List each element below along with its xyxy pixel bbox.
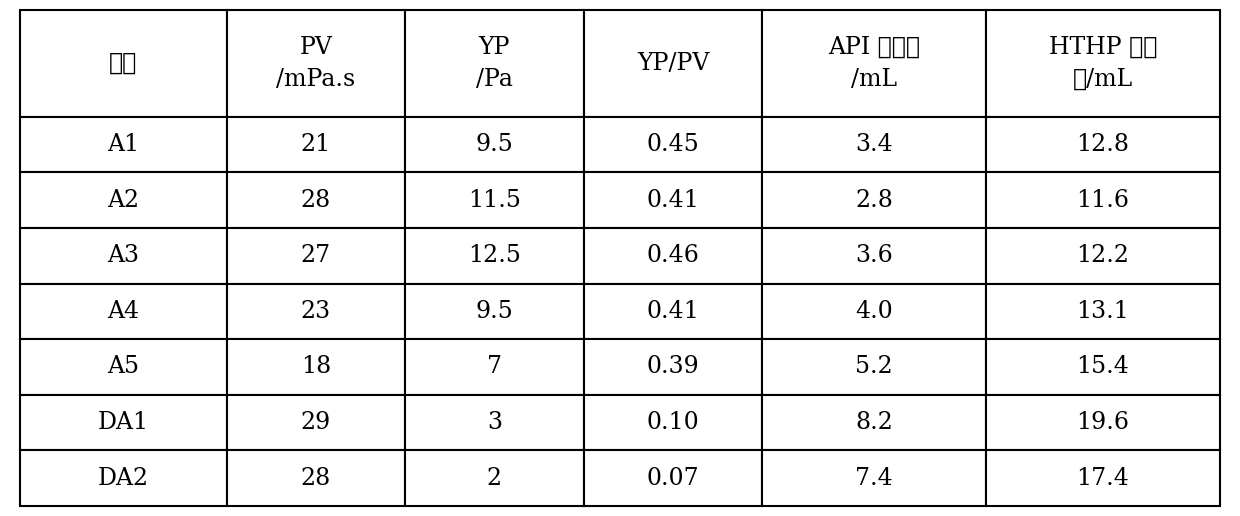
Bar: [20, 172, 227, 228]
Bar: [986, 395, 1220, 450]
Text: 3.6: 3.6: [856, 244, 893, 267]
Bar: [986, 172, 1220, 228]
Bar: [584, 10, 763, 117]
Bar: [763, 450, 986, 506]
Bar: [986, 228, 1220, 283]
Text: 19.6: 19.6: [1076, 411, 1130, 434]
Bar: [584, 450, 763, 506]
Bar: [763, 117, 986, 172]
Text: 21: 21: [300, 133, 331, 156]
Bar: [405, 339, 584, 395]
Text: 11.5: 11.5: [467, 188, 521, 212]
Text: 13.1: 13.1: [1076, 300, 1130, 323]
Text: 7: 7: [487, 356, 502, 378]
Text: 23: 23: [301, 300, 331, 323]
Text: 18: 18: [300, 356, 331, 378]
Bar: [986, 117, 1220, 172]
Bar: [763, 395, 986, 450]
Bar: [20, 228, 227, 283]
Text: 5.2: 5.2: [856, 356, 893, 378]
Bar: [20, 10, 227, 117]
Bar: [20, 117, 227, 172]
Text: 0.45: 0.45: [646, 133, 699, 156]
Text: HTHP 滤失
量/mL: HTHP 滤失 量/mL: [1049, 36, 1157, 91]
Bar: [20, 283, 227, 339]
Bar: [584, 117, 763, 172]
Bar: [584, 339, 763, 395]
Bar: [584, 172, 763, 228]
Bar: [227, 228, 405, 283]
Bar: [227, 339, 405, 395]
Text: 3: 3: [487, 411, 502, 434]
Bar: [986, 10, 1220, 117]
Text: DA2: DA2: [98, 466, 149, 490]
Bar: [405, 450, 584, 506]
Bar: [763, 228, 986, 283]
Text: 8.2: 8.2: [856, 411, 893, 434]
Bar: [227, 10, 405, 117]
Text: 7.4: 7.4: [856, 466, 893, 490]
Bar: [405, 10, 584, 117]
Text: 0.41: 0.41: [646, 188, 699, 212]
Text: 12.5: 12.5: [467, 244, 521, 267]
Text: 12.8: 12.8: [1076, 133, 1130, 156]
Text: 3.4: 3.4: [856, 133, 893, 156]
Text: 0.39: 0.39: [646, 356, 699, 378]
Bar: [763, 283, 986, 339]
Text: API 滤失量
/mL: API 滤失量 /mL: [828, 36, 920, 91]
Text: 2: 2: [487, 466, 502, 490]
Bar: [227, 450, 405, 506]
Bar: [405, 117, 584, 172]
Bar: [227, 172, 405, 228]
Text: A2: A2: [107, 188, 139, 212]
Text: 0.07: 0.07: [647, 466, 699, 490]
Bar: [763, 339, 986, 395]
Text: A1: A1: [107, 133, 139, 156]
Text: YP/PV: YP/PV: [637, 52, 709, 75]
Bar: [763, 172, 986, 228]
Bar: [584, 283, 763, 339]
Text: 28: 28: [300, 466, 331, 490]
Text: 9.5: 9.5: [476, 133, 513, 156]
Text: 27: 27: [301, 244, 331, 267]
Bar: [20, 339, 227, 395]
Text: A5: A5: [107, 356, 139, 378]
Bar: [227, 117, 405, 172]
Text: 11.6: 11.6: [1076, 188, 1130, 212]
Text: 样品: 样品: [109, 52, 138, 75]
Bar: [227, 395, 405, 450]
Bar: [227, 283, 405, 339]
Bar: [986, 450, 1220, 506]
Bar: [986, 283, 1220, 339]
Bar: [20, 395, 227, 450]
Text: YP
/Pa: YP /Pa: [476, 36, 513, 91]
Text: A4: A4: [107, 300, 139, 323]
Text: 9.5: 9.5: [476, 300, 513, 323]
Bar: [405, 283, 584, 339]
Bar: [584, 395, 763, 450]
Text: 28: 28: [300, 188, 331, 212]
Text: 0.46: 0.46: [646, 244, 699, 267]
Text: 0.10: 0.10: [646, 411, 699, 434]
Text: 12.2: 12.2: [1076, 244, 1130, 267]
Text: 2.8: 2.8: [856, 188, 893, 212]
Bar: [20, 450, 227, 506]
Bar: [763, 10, 986, 117]
Bar: [405, 395, 584, 450]
Text: 17.4: 17.4: [1076, 466, 1130, 490]
Text: 0.41: 0.41: [646, 300, 699, 323]
Bar: [405, 228, 584, 283]
Text: 4.0: 4.0: [856, 300, 893, 323]
Text: DA1: DA1: [98, 411, 149, 434]
Bar: [405, 172, 584, 228]
Text: A3: A3: [107, 244, 139, 267]
Text: PV
/mPa.s: PV /mPa.s: [277, 36, 356, 91]
Bar: [986, 339, 1220, 395]
Text: 15.4: 15.4: [1076, 356, 1130, 378]
Text: 29: 29: [300, 411, 331, 434]
Bar: [584, 228, 763, 283]
